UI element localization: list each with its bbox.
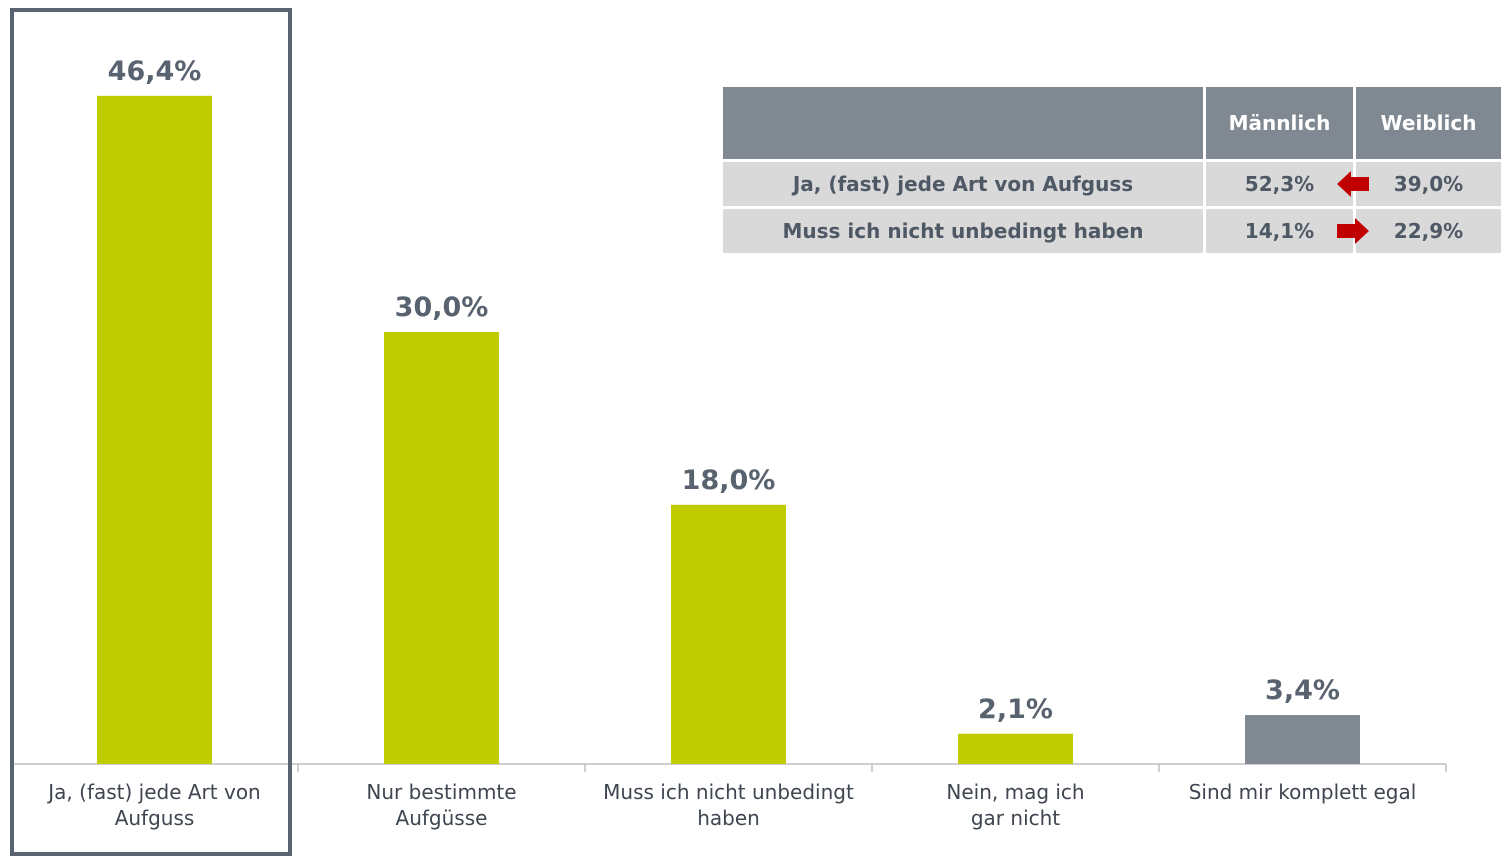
- header-female: Weiblich: [1353, 84, 1504, 162]
- header-male: Männlich: [1203, 84, 1356, 162]
- bar: [97, 95, 212, 765]
- male-value-cell: 52,3%: [1203, 159, 1369, 209]
- table-row: Ja, (fast) jede Art von Aufguss 52,3% 39…: [720, 159, 1504, 209]
- table-header-row: Männlich Weiblich: [720, 84, 1504, 162]
- category-label: Muss ich nicht unbedingt haben: [603, 780, 854, 830]
- row-label: Muss ich nicht unbedingt haben: [720, 206, 1206, 256]
- male-value: 52,3%: [1244, 172, 1315, 196]
- data-label: 30,0%: [395, 292, 489, 323]
- category-label: Nur bestimmte Aufgüsse: [366, 780, 517, 830]
- female-value: 39,0%: [1353, 159, 1504, 209]
- gender-comparison-table: Männlich Weiblich Ja, (fast) jede Art vo…: [720, 84, 1504, 256]
- female-value: 22,9%: [1353, 206, 1504, 256]
- header-empty: [720, 84, 1206, 162]
- row-label: Ja, (fast) jede Art von Aufguss: [720, 159, 1206, 209]
- bar: [958, 733, 1073, 764]
- bar: [1245, 715, 1360, 764]
- data-label: 46,4%: [108, 56, 202, 87]
- bar: [384, 332, 499, 764]
- data-label: 2,1%: [978, 694, 1053, 725]
- data-label: 18,0%: [682, 465, 776, 496]
- table-row: Muss ich nicht unbedingt haben 14,1% 22,…: [720, 206, 1504, 256]
- bar: [671, 504, 786, 764]
- data-label: 3,4%: [1265, 675, 1340, 706]
- arrow-right-icon: [1337, 218, 1369, 244]
- highlight-frame: [10, 8, 292, 856]
- category-label: Sind mir komplett egal: [1188, 780, 1417, 804]
- arrow-left-icon: [1337, 171, 1369, 197]
- male-value: 14,1%: [1244, 219, 1315, 243]
- category-label: Nein, mag ich gar nicht: [946, 780, 1085, 830]
- male-value-cell: 14,1%: [1203, 206, 1369, 256]
- category-label: Ja, (fast) jede Art von Aufguss: [48, 780, 261, 830]
